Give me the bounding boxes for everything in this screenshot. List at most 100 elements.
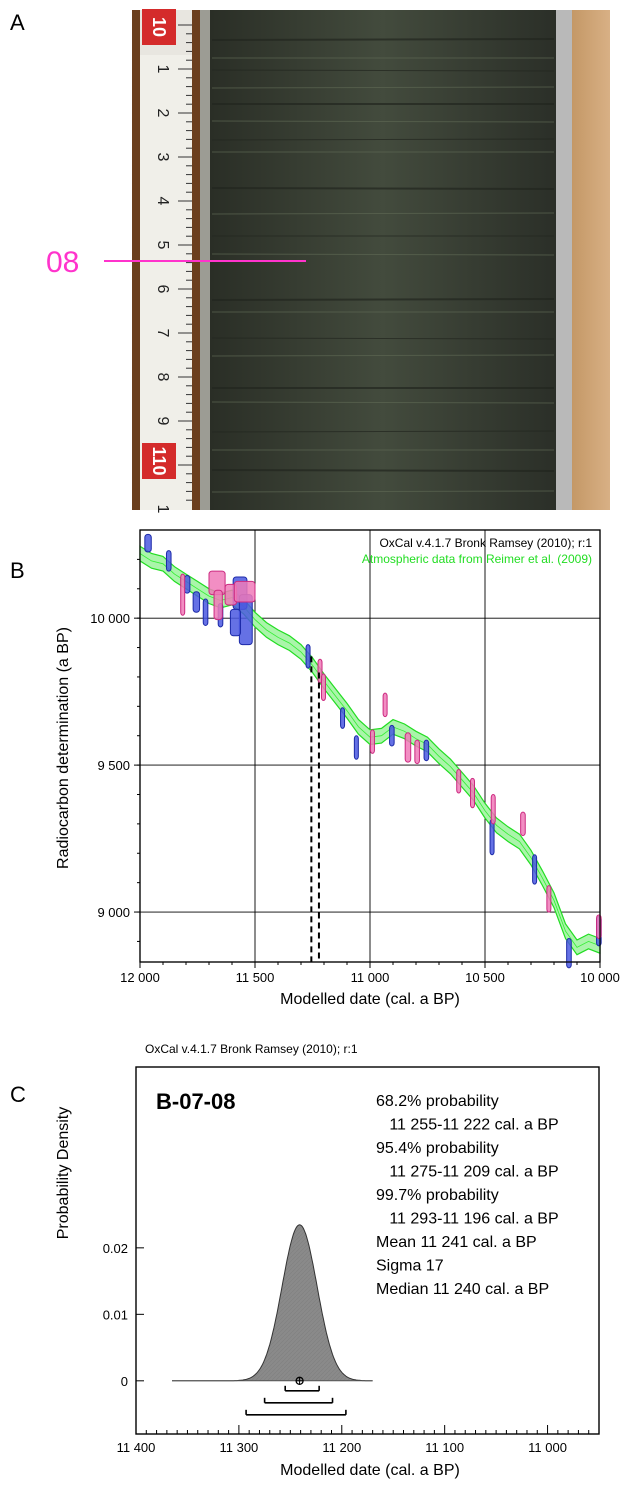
data-box-blue: [340, 707, 346, 729]
panel-a-letter: A: [10, 10, 25, 35]
x-tick-label: 11 200: [322, 1440, 361, 1455]
ruler-number: 3: [154, 153, 171, 162]
y-tick-label: 0.02: [103, 1241, 128, 1256]
panel-c: OxCal v.4.1.7 Bronk Ramsey (2010); r:1 C…: [10, 1042, 600, 1479]
x-tick-label: 12 000: [120, 970, 160, 985]
data-box-blue: [566, 937, 572, 969]
core-lamina: [211, 120, 555, 123]
plot-c-ylabel: Probability Density: [55, 1107, 72, 1240]
ruler-major-mark: [142, 9, 176, 45]
core-lamina: [211, 86, 555, 89]
core-lamina: [211, 469, 555, 472]
core-lamina: [211, 337, 555, 340]
ruler-number: 9: [154, 417, 171, 426]
data-box-blue: [389, 724, 395, 747]
y-tick-label: 9 000: [97, 905, 130, 920]
summary-line: 95.4% probability: [376, 1140, 499, 1157]
data-box-pink: [490, 793, 496, 825]
ruler-number: 4: [154, 197, 171, 206]
data-box-blue: [489, 818, 495, 856]
ruler-number: 5: [154, 241, 171, 250]
core-lamina: [211, 298, 555, 301]
data-box-pink: [520, 811, 526, 837]
data-box-blue: [165, 550, 172, 572]
core-lamina: [211, 354, 555, 357]
panel-b: B 12 000 11 500 11 000 10 500 10 000 9 000 9 5…: [10, 529, 620, 1008]
plot-b-ticks: 12 000 11 500 11 000 10 500 10 000 9 000 9 500…: [90, 558, 620, 985]
panel-c-letter: C: [10, 1082, 26, 1107]
density-curve: [172, 1224, 373, 1416]
data-box-pink: [233, 580, 256, 603]
data-box-pink: [414, 739, 420, 765]
summary-line: Median 11 240 cal. a BP: [376, 1281, 549, 1298]
data-box-pink: [213, 589, 223, 621]
x-tick-label: 11 300: [219, 1440, 258, 1455]
x-tick-label: 11 000: [528, 1440, 567, 1455]
ruler-number: 2: [154, 109, 171, 118]
plot-b-credit: OxCal v.4.1.7 Bronk Ramsey (2010); r:1: [379, 536, 592, 550]
plot-c-ticks: 0 0.01 0.02 11 400 11 300 11 200 11 100 11 000: [103, 1241, 590, 1455]
y-tick-label: 0: [121, 1374, 128, 1389]
core-laminae: [211, 38, 555, 493]
y-tick-label: 9 500: [97, 758, 130, 773]
sample-id: B-07-08: [156, 1089, 235, 1114]
data-box-blue: [202, 598, 209, 627]
x-tick-label: 11 400: [117, 1440, 156, 1455]
core-lamina: [211, 187, 555, 190]
data-box-pink: [404, 732, 412, 763]
x-tick-label: 10 000: [580, 970, 620, 985]
summary-line: Sigma 17: [376, 1258, 444, 1275]
data-box-blue: [532, 854, 538, 885]
x-tick-label: 11 100: [425, 1440, 464, 1455]
data-box-blue: [305, 644, 311, 669]
dashed-markers: [310, 656, 320, 962]
data-box-pink: [456, 769, 462, 794]
data-box-blue: [423, 739, 430, 762]
data-box-blue: [353, 735, 359, 760]
plot-c-xlabel: Modelled date (cal. a BP): [280, 1462, 460, 1479]
density-texture: [172, 1224, 373, 1381]
ruler-number: 8: [154, 373, 171, 382]
sample-label: 08: [46, 246, 79, 279]
ruler-major-label: 10: [149, 17, 169, 37]
ruler-number: 1: [154, 65, 171, 74]
panel-b-letter: B: [10, 558, 25, 583]
ruler-major-label: 110: [149, 446, 169, 475]
x-tick-label: 10 500: [465, 970, 505, 985]
plot-b-ylabel: Radiocarbon determination (a BP): [55, 627, 72, 869]
wood-board: [572, 10, 610, 510]
summary-line: 11 255-11 222 cal. a BP: [376, 1117, 559, 1134]
x-tick-label: 11 000: [351, 970, 390, 985]
data-box-pink: [382, 692, 388, 718]
core-lamina: [211, 401, 555, 404]
data-box-blue: [183, 575, 191, 594]
summary-line: 68.2% probability: [376, 1093, 499, 1110]
core-lamina: [211, 69, 555, 72]
summary-line: 99.7% probability: [376, 1187, 499, 1204]
core-lamina: [211, 253, 555, 256]
data-box-pink: [180, 573, 186, 616]
ruler-number: 1: [154, 505, 171, 514]
panel-a: A 012345678910110110 08: [10, 9, 610, 514]
summary-line: 11 293-11 196 cal. a BP: [376, 1211, 559, 1228]
ruler-major-mark: [142, 443, 176, 479]
plot-b-calibration-note: Atmospheric data from Reimer et al. (200…: [362, 552, 592, 566]
core-lamina: [211, 38, 555, 41]
x-tick-label: 11 500: [236, 970, 275, 985]
ruler-number: 7: [154, 329, 171, 338]
y-tick-label: 0.01: [103, 1307, 128, 1322]
data-box-pink: [546, 885, 552, 913]
summary-text: 68.2% probability 11 255-11 222 cal. a B…: [376, 1093, 559, 1298]
data-box-pink: [320, 673, 326, 701]
data-box-pink: [369, 729, 375, 754]
plot-b-xlabel: Modelled date (cal. a BP): [280, 991, 460, 1008]
data-box-blue: [229, 608, 242, 637]
core-lamina: [211, 138, 555, 141]
core-lamina: [211, 212, 555, 215]
plot-c-frame: [135, 1066, 600, 1435]
core-liner-right: [556, 10, 572, 510]
ruler-ticks: 012345678910110110: [142, 9, 192, 514]
y-tick-label: 10 000: [90, 611, 130, 626]
ruler-number: 6: [154, 285, 171, 294]
